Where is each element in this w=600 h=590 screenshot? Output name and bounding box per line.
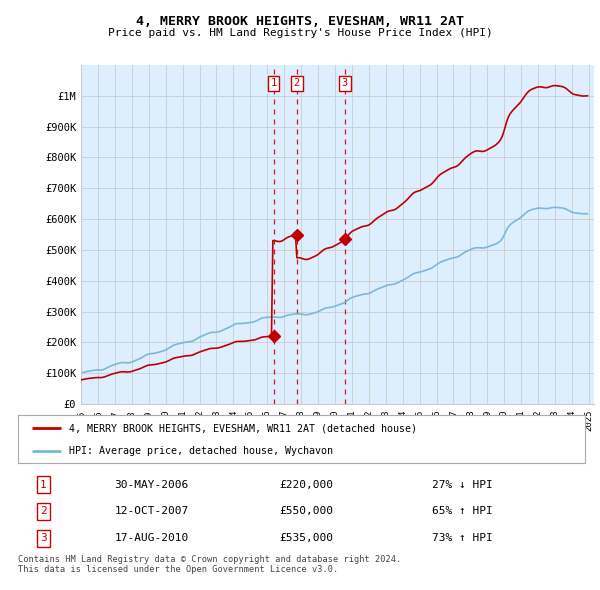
Text: HPI: Average price, detached house, Wychavon: HPI: Average price, detached house, Wych… <box>69 446 333 456</box>
Text: 17-AUG-2010: 17-AUG-2010 <box>115 533 188 543</box>
Text: 3: 3 <box>342 78 348 88</box>
Text: 2: 2 <box>40 506 47 516</box>
Text: 65% ↑ HPI: 65% ↑ HPI <box>432 506 493 516</box>
Text: 1: 1 <box>271 78 277 88</box>
Text: 30-MAY-2006: 30-MAY-2006 <box>115 480 188 490</box>
Text: £220,000: £220,000 <box>279 480 333 490</box>
Text: 12-OCT-2007: 12-OCT-2007 <box>115 506 188 516</box>
Text: Contains HM Land Registry data © Crown copyright and database right 2024.
This d: Contains HM Land Registry data © Crown c… <box>18 555 401 574</box>
Text: 3: 3 <box>40 533 47 543</box>
Text: 27% ↓ HPI: 27% ↓ HPI <box>432 480 493 490</box>
Text: 4, MERRY BROOK HEIGHTS, EVESHAM, WR11 2AT (detached house): 4, MERRY BROOK HEIGHTS, EVESHAM, WR11 2A… <box>69 423 417 433</box>
Text: 73% ↑ HPI: 73% ↑ HPI <box>432 533 493 543</box>
Text: £535,000: £535,000 <box>279 533 333 543</box>
Text: Price paid vs. HM Land Registry's House Price Index (HPI): Price paid vs. HM Land Registry's House … <box>107 28 493 38</box>
Text: 2: 2 <box>294 78 300 88</box>
Text: 4, MERRY BROOK HEIGHTS, EVESHAM, WR11 2AT: 4, MERRY BROOK HEIGHTS, EVESHAM, WR11 2A… <box>136 15 464 28</box>
Text: £550,000: £550,000 <box>279 506 333 516</box>
Text: 1: 1 <box>40 480 47 490</box>
